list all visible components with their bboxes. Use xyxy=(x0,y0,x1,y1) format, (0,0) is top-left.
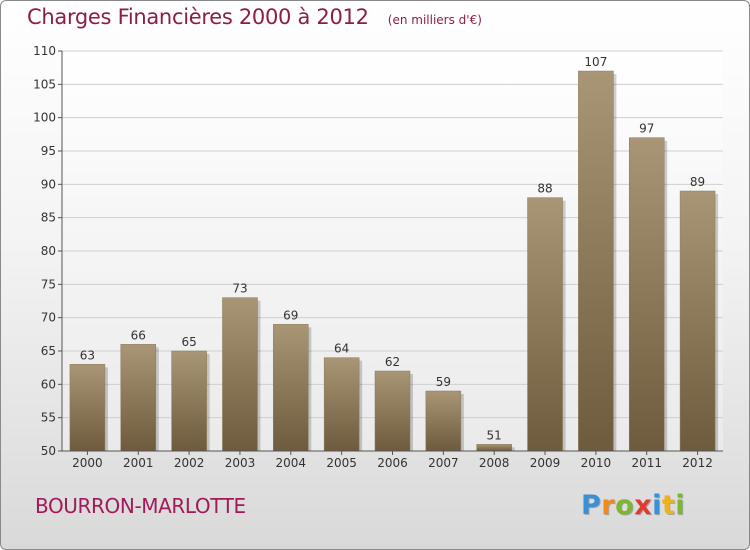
x-tick-label: 2006 xyxy=(377,456,408,470)
x-tick-label: 2002 xyxy=(174,456,205,470)
bar-value-label: 63 xyxy=(80,348,95,362)
y-tick-label: 75 xyxy=(41,277,56,291)
x-tick-label: 2008 xyxy=(479,456,510,470)
y-tick-label: 105 xyxy=(33,77,56,91)
y-tick-label: 95 xyxy=(41,144,56,158)
x-tick-label: 2001 xyxy=(123,456,154,470)
bar xyxy=(578,70,614,452)
bar xyxy=(374,370,411,452)
bar xyxy=(120,344,157,452)
bar-value-label: 62 xyxy=(385,355,400,369)
bar xyxy=(69,364,106,452)
x-tick-label: 2011 xyxy=(631,456,662,470)
bar xyxy=(527,197,563,452)
bar xyxy=(323,357,360,452)
y-tick-label: 85 xyxy=(41,211,56,225)
bar xyxy=(679,190,716,452)
logo-letter: i xyxy=(675,490,686,521)
bar xyxy=(222,297,258,452)
y-tick-label: 100 xyxy=(33,111,56,125)
y-tick-label: 90 xyxy=(41,177,56,191)
chart-unit-label: (en milliers d'€) xyxy=(387,13,482,27)
y-tick-label: 65 xyxy=(41,344,56,358)
y-tick-label: 60 xyxy=(41,377,56,391)
logo-letter: x xyxy=(634,490,653,521)
logo-letter: i xyxy=(652,490,662,521)
bar-value-label: 64 xyxy=(334,342,349,356)
proxiti-logo[interactable]: Proxiti xyxy=(581,490,685,521)
chart-title-text: Charges Financières 2000 à 2012 xyxy=(27,5,369,29)
bar-value-label: 73 xyxy=(232,282,247,296)
bar xyxy=(273,324,309,452)
logo-letter: o xyxy=(615,490,635,521)
bar-value-label: 51 xyxy=(487,428,502,442)
y-tick-label: 110 xyxy=(33,44,56,58)
logo-letter: t xyxy=(661,490,676,521)
x-tick-label: 2004 xyxy=(276,456,307,470)
y-tick-label: 70 xyxy=(41,311,56,325)
bar-value-label: 59 xyxy=(436,375,451,389)
bar-value-label: 69 xyxy=(283,308,298,322)
x-tick-label: 2007 xyxy=(428,456,459,470)
bar xyxy=(628,137,665,452)
x-tick-label: 2012 xyxy=(682,456,713,470)
chart-title: Charges Financières 2000 à 2012 (en mill… xyxy=(27,5,482,29)
bar-value-label: 88 xyxy=(537,182,552,196)
logo-letter: P xyxy=(581,490,602,521)
x-tick-label: 2005 xyxy=(326,456,357,470)
bar-value-label: 97 xyxy=(639,122,654,136)
bar-value-label: 107 xyxy=(584,55,607,69)
bar xyxy=(476,444,512,452)
x-tick-label: 2003 xyxy=(225,456,256,470)
y-tick-label: 55 xyxy=(41,411,56,425)
y-tick-label: 50 xyxy=(41,444,56,458)
y-tick-label: 80 xyxy=(41,244,56,258)
x-tick-label: 2010 xyxy=(581,456,612,470)
bar xyxy=(171,350,207,452)
x-tick-label: 2000 xyxy=(72,456,103,470)
bar-value-label: 65 xyxy=(181,335,196,349)
bar-value-label: 89 xyxy=(690,175,705,189)
commune-name: BOURRON-MARLOTTE xyxy=(35,494,246,518)
logo-letter: r xyxy=(601,490,616,521)
x-tick-label: 2009 xyxy=(530,456,561,470)
bar xyxy=(425,390,462,452)
bar-value-label: 66 xyxy=(131,328,146,342)
